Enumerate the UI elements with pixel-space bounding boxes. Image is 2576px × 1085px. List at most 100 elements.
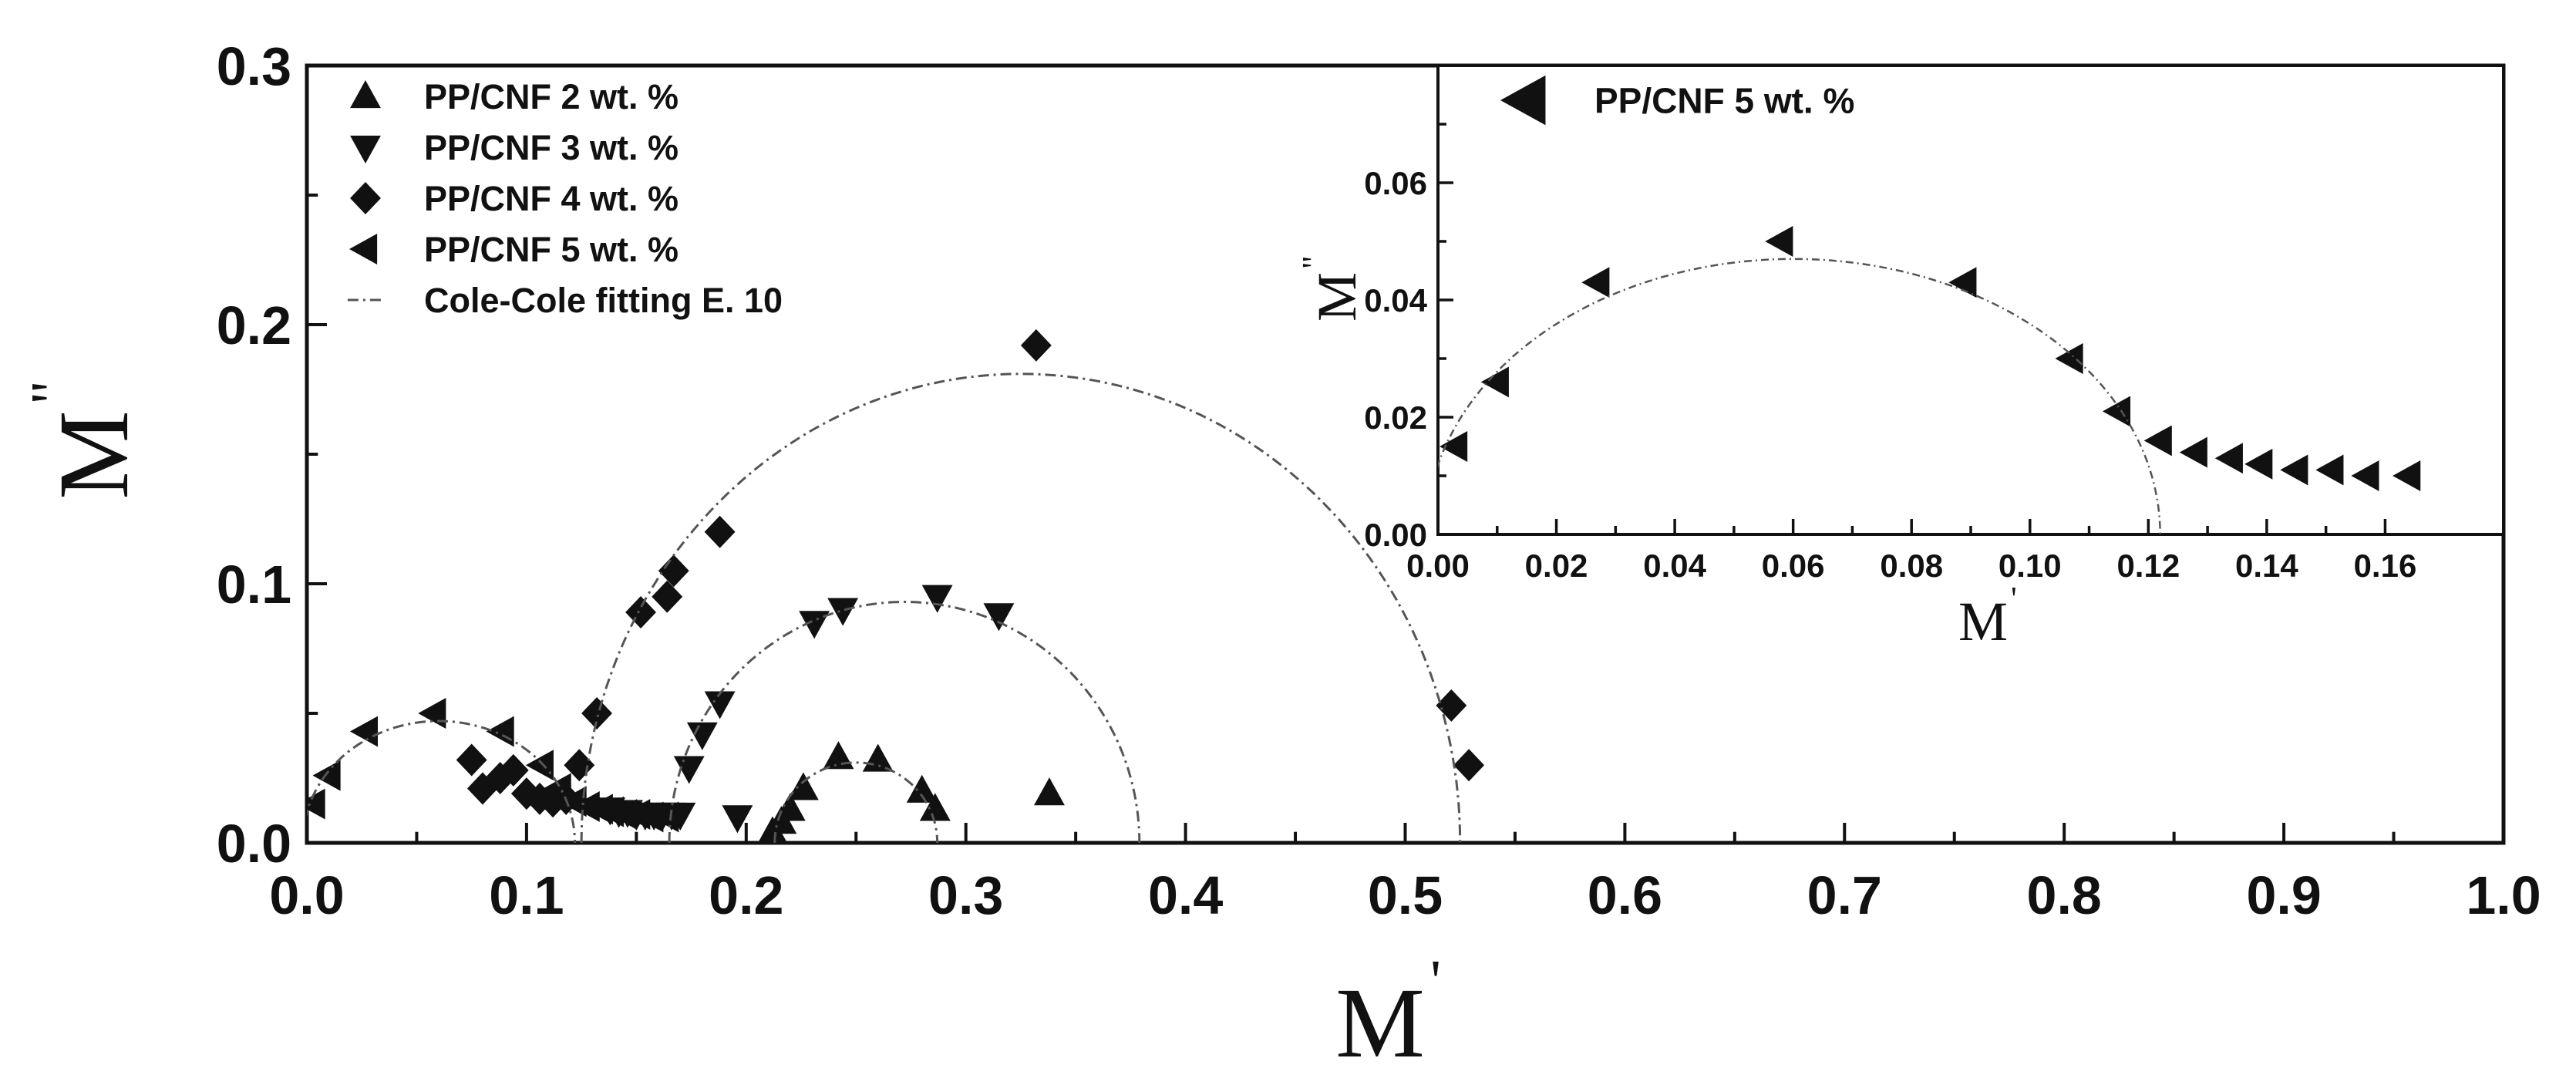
main-point-triangle-left <box>349 716 379 747</box>
main-point-diamond <box>484 762 516 794</box>
inset-legend-marker-triangle-left <box>1500 75 1546 126</box>
inset-point-triangle-left <box>2244 448 2273 480</box>
inset-point-triangle-left <box>2102 396 2131 427</box>
main-legend-label: PP/CNF 3 wt. % <box>424 128 679 167</box>
main-point-triangle-left <box>525 750 554 781</box>
main-legend-label: PP/CNF 2 wt. % <box>424 77 679 116</box>
main-point-triangle-down <box>983 603 1015 632</box>
main-point-diamond <box>581 697 613 730</box>
inset-x-tick-label: 0.06 <box>1762 548 1825 584</box>
main-x-tick-label: 0.5 <box>1368 865 1443 925</box>
main-point-triangle-left <box>486 716 514 747</box>
main-point-triangle-left <box>596 796 625 827</box>
main-point-triangle-down <box>686 722 718 750</box>
main-point-triangle-down <box>722 805 753 834</box>
main-point-triangle-left <box>635 801 664 833</box>
main-legend-marker-diamond <box>350 182 381 214</box>
main-fit-curve-2 <box>668 600 1141 843</box>
main-point-triangle-up <box>906 774 938 803</box>
main-y-tick-label: 0.1 <box>217 554 291 615</box>
inset-point-triangle-left <box>2055 343 2083 374</box>
inset-x-axis-title-prime: ' <box>2011 581 2017 617</box>
main-point-triangle-left <box>651 801 679 833</box>
main-point-diamond <box>1436 689 1467 722</box>
main-legend-marker-triangle-up <box>350 80 381 109</box>
main-point-triangle-up <box>787 772 819 800</box>
main-point-diamond <box>497 753 529 787</box>
main-point-diamond <box>1020 329 1052 362</box>
main-point-diamond <box>466 772 498 805</box>
main-x-tick-label: 0.6 <box>1588 865 1662 925</box>
inset-legend: PP/CNF 5 wt. % <box>1500 75 1854 126</box>
main-point-triangle-down <box>673 756 705 784</box>
main-y-tick-label: 0.3 <box>217 36 291 96</box>
inset-x-tick-label: 0.12 <box>2116 548 2180 584</box>
inset-point-triangle-left <box>1480 366 1509 398</box>
inset-plot-area <box>1438 226 2421 534</box>
inset-x-tick-label: 0.08 <box>1880 548 1943 584</box>
main-point-triangle-left <box>307 788 325 820</box>
main-y-axis-title: M <box>39 410 150 500</box>
main-x-tick-label: 0.9 <box>2246 865 2321 925</box>
inset-point-triangle-left <box>1581 267 1610 298</box>
main-x-tick-label: 0.1 <box>489 865 564 925</box>
inset-point-triangle-left <box>2351 460 2379 491</box>
main-x-tick-label: 0.0 <box>269 865 344 925</box>
main-legend-marker-triangle-down <box>350 135 381 163</box>
main-x-tick-label: 0.8 <box>2027 865 2102 925</box>
main-legend-marker-triangle-left <box>349 234 378 265</box>
inset-legend-label: PP/CNF 5 wt. % <box>1594 81 1854 121</box>
main-point-diamond <box>658 554 689 588</box>
inset-x-tick-label: 0.02 <box>1525 548 1588 584</box>
main-point-triangle-down <box>827 598 859 626</box>
main-legend-label: PP/CNF 4 wt. % <box>424 179 679 218</box>
main-x-tick-label: 0.2 <box>709 865 783 925</box>
inset-x-tick-label: 0.16 <box>2354 548 2417 584</box>
inset-x-axis-title: M <box>1958 591 2008 652</box>
main-point-diamond <box>456 743 487 777</box>
main-point-triangle-down <box>921 585 953 613</box>
inset-chart: 0.00 0.02 0.04 0.06 0.08 0.10 0.12 0.14 0.16 0.00… <box>1296 64 2505 652</box>
main-x-tick-label: 1.0 <box>2466 865 2541 925</box>
inset-y-axis-title-prime: " <box>1296 255 1332 269</box>
inset-point-triangle-left <box>2280 454 2308 486</box>
main-point-triangle-left <box>543 773 571 804</box>
main-point-triangle-left <box>622 799 651 830</box>
main-x-tick-label: 0.4 <box>1148 865 1223 925</box>
inset-y-tick-label: 0.04 <box>1364 282 1427 318</box>
main-point-triangle-up <box>1034 777 1065 806</box>
main-legend-label: Cole-Cole fitting E. 10 <box>424 281 783 320</box>
inset-y-tick-label: 0.00 <box>1364 517 1427 553</box>
main-y-tick-label: 0.2 <box>217 295 291 355</box>
inset-point-triangle-left <box>1765 226 1793 257</box>
main-point-triangle-down <box>799 611 830 639</box>
inset-x-tick-label: 0.10 <box>1999 548 2062 584</box>
inset-fit-curve-0 <box>1438 258 2161 534</box>
inset-point-triangle-left <box>1948 267 1977 298</box>
main-point-triangle-up <box>919 793 951 821</box>
inset-y-tick-label: 0.06 <box>1364 165 1427 201</box>
main-point-diamond <box>1453 749 1485 782</box>
inset-y-axis-title: M <box>1306 272 1368 322</box>
inset-x-tick-label: 0.14 <box>2235 548 2298 584</box>
main-x-tick-label: 0.7 <box>1807 865 1882 925</box>
main-fit-curve-0 <box>307 719 577 843</box>
main-point-triangle-down <box>704 691 736 719</box>
main-point-diamond <box>652 580 683 613</box>
main-plot-area <box>307 329 1485 843</box>
inset-point-triangle-left <box>2143 425 2172 457</box>
main-x-axis-title: M <box>1335 968 1425 1079</box>
inset-point-triangle-left <box>2392 460 2421 491</box>
main-y-axis-title-prime: " <box>19 380 86 405</box>
main-legend: PP/CNF 2 wt. % PP/CNF 3 wt. % PP/CNF 4 wt.… <box>347 77 783 320</box>
main-point-diamond <box>704 515 736 548</box>
inset-point-triangle-left <box>1440 431 1468 462</box>
inset-x-tick-label: 0.00 <box>1406 548 1470 584</box>
inset-point-triangle-left <box>2214 443 2243 474</box>
main-point-triangle-left <box>571 791 600 822</box>
main-x-tick-label: 0.3 <box>928 865 1003 925</box>
main-x-axis-title-prime: ' <box>1430 948 1441 1015</box>
main-legend-label: PP/CNF 5 wt. % <box>424 230 679 269</box>
inset-point-triangle-left <box>2179 436 2207 468</box>
